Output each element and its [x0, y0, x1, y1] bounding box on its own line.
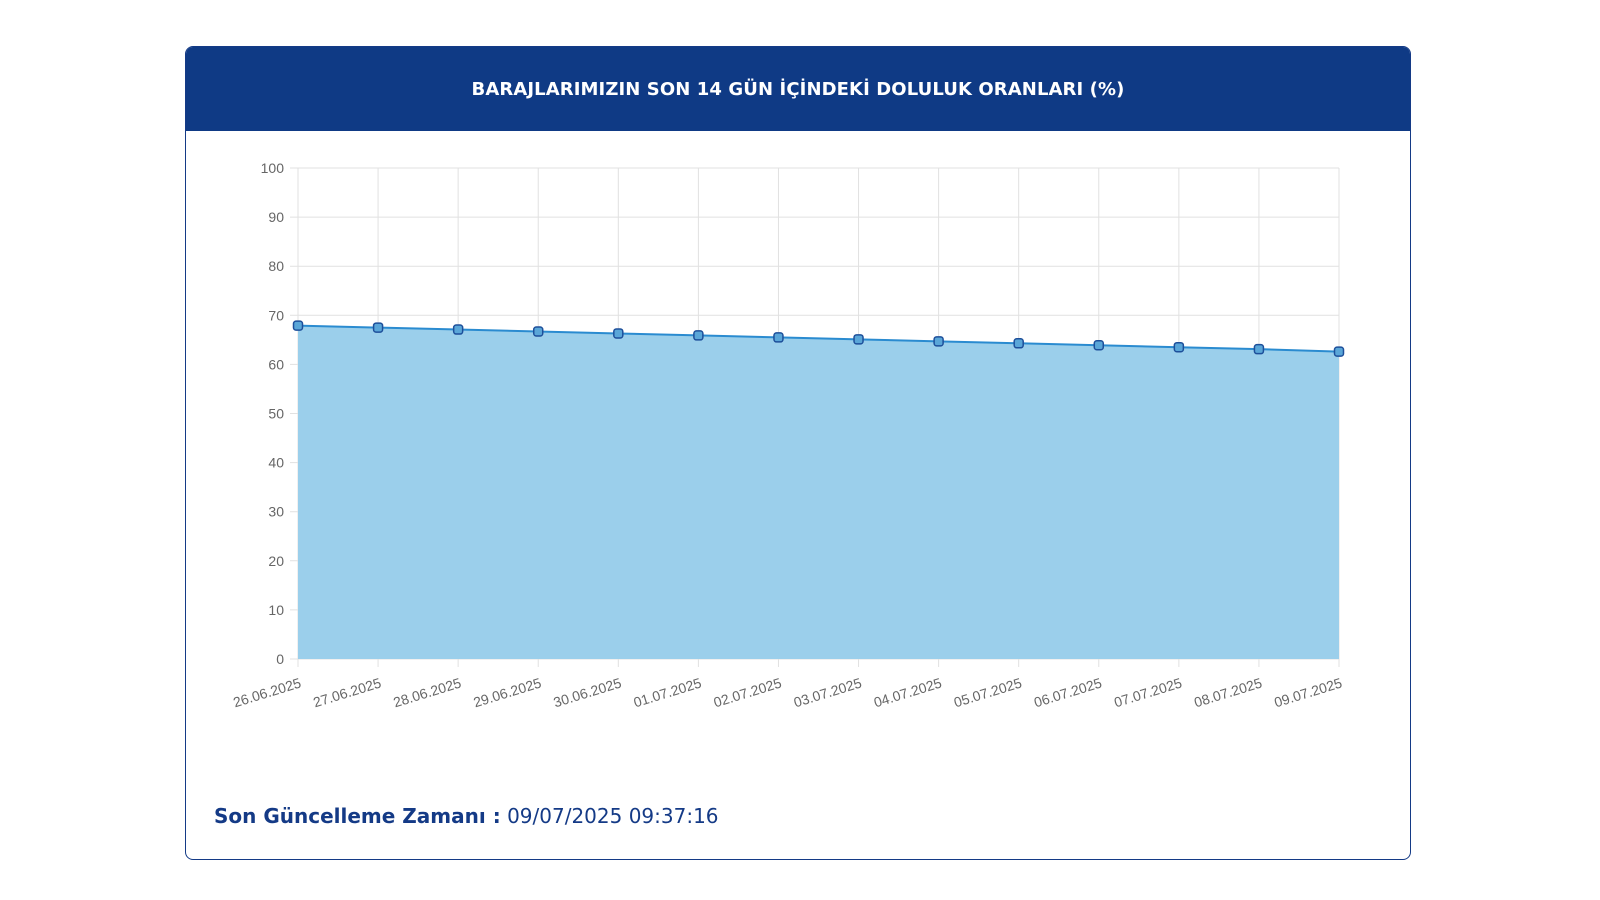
y-tick-label: 10 [268, 602, 284, 618]
x-tick-label: 03.07.2025 [792, 675, 864, 711]
data-point[interactable] [933, 336, 944, 347]
data-point[interactable] [1093, 340, 1105, 351]
card-header: BARAJLARIMIZIN SON 14 GÜN İÇİNDEKİ DOLUL… [186, 47, 1410, 131]
x-tick-label: 26.06.2025 [231, 675, 303, 711]
data-point[interactable] [452, 324, 464, 335]
x-tick-label: 30.06.2025 [551, 675, 623, 711]
x-axis: 26.06.2025 27.06.2025 28.06.2025 29.06.2025… [231, 675, 1344, 711]
x-tick-label: 07.07.2025 [1112, 675, 1184, 711]
x-tick-label: 05.07.2025 [952, 675, 1024, 711]
data-point[interactable] [372, 322, 384, 333]
data-point[interactable] [1173, 341, 1185, 353]
y-tick-label: 90 [268, 209, 284, 225]
y-tick-label: 0 [276, 651, 284, 667]
last-update: Son Güncelleme Zamanı : 09/07/2025 09:37… [214, 804, 719, 828]
chart-card: BARAJLARIMIZIN SON 14 GÜN İÇİNDEKİ DOLUL… [185, 46, 1411, 860]
point-layer [292, 320, 1345, 357]
y-tick-label: 60 [268, 356, 284, 372]
x-tick-label: 04.07.2025 [872, 675, 944, 711]
y-tick-label: 30 [268, 504, 284, 520]
chart-title: BARAJLARIMIZIN SON 14 GÜN İÇİNDEKİ DOLUL… [471, 78, 1125, 100]
last-update-label: Son Güncelleme Zamanı : [214, 804, 501, 828]
y-axis: 0 10 20 30 40 50 60 70 80 90 100 [261, 160, 285, 667]
data-point[interactable] [773, 332, 784, 343]
last-update-value: 09/07/2025 09:37:16 [507, 804, 719, 828]
data-point[interactable] [613, 328, 624, 339]
x-tick-label: 29.06.2025 [471, 675, 543, 711]
series-line [297, 324, 1340, 353]
data-point[interactable] [693, 330, 704, 341]
area-chart: 0 10 20 30 40 50 60 70 80 90 100 26.06.2025 27.06.2… [231, 160, 1345, 711]
y-tick-label: 20 [268, 553, 284, 569]
x-tick-label: 08.07.2025 [1192, 675, 1264, 711]
data-point[interactable] [1253, 343, 1265, 355]
x-tick-label: 27.06.2025 [311, 675, 383, 711]
data-point[interactable] [1333, 346, 1345, 357]
x-tick-label: 02.07.2025 [712, 675, 784, 711]
x-tick-label: 06.07.2025 [1032, 675, 1104, 711]
data-point[interactable] [853, 334, 864, 345]
y-tick-label: 50 [268, 406, 284, 422]
x-tick-label: 01.07.2025 [632, 675, 704, 711]
y-tick-label: 40 [268, 455, 284, 471]
area-layer [297, 324, 1340, 659]
series-area [298, 325, 1339, 659]
y-tick-label: 70 [268, 307, 284, 323]
data-point[interactable] [292, 320, 304, 331]
y-tick-label: 80 [268, 258, 284, 274]
y-tick-label: 100 [261, 160, 285, 176]
data-point[interactable] [532, 326, 544, 337]
data-point[interactable] [1013, 338, 1024, 349]
x-tick-label: 28.06.2025 [391, 675, 463, 711]
x-tick-label: 09.07.2025 [1272, 675, 1344, 711]
